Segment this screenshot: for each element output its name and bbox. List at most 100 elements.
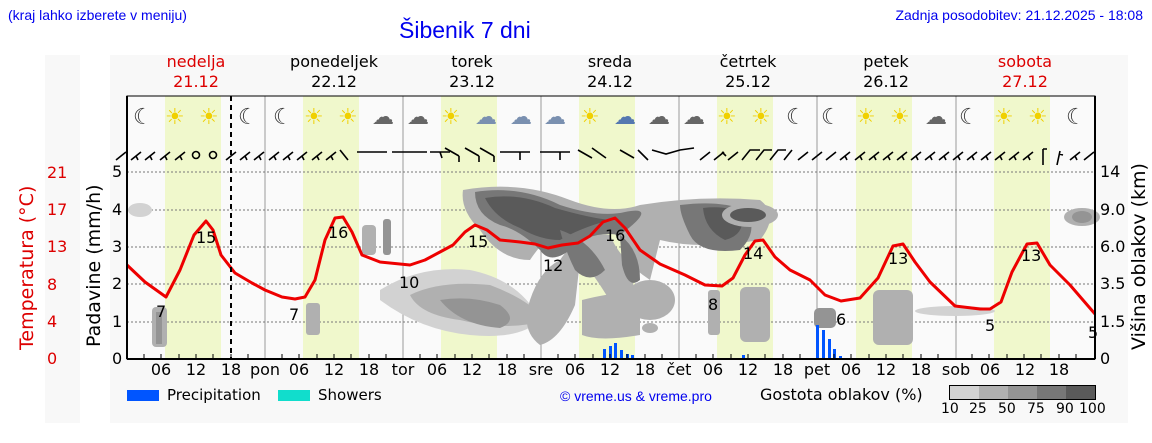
svg-text:5: 5 [985,316,995,335]
location-hint[interactable]: (kraj lahko izberete v meniju) [8,7,187,23]
x-tick: 06 [150,360,172,379]
x-tick: pet [803,360,831,379]
temp-tick: 0 [47,349,58,368]
svg-text:☾: ☾ [238,105,258,130]
svg-text:☾: ☾ [1066,105,1086,130]
day-header: petek 26.12 [863,52,909,91]
cloud-layer [128,186,1100,347]
svg-text:☁: ☁ [475,105,497,130]
svg-text:8: 8 [708,295,718,314]
credit-link[interactable]: © vreme.us & vreme.pro [560,388,712,404]
day-header: ponedeljek 22.12 [290,52,378,91]
svg-text:7: 7 [156,302,166,321]
x-tick: tor [391,360,415,379]
cloud-density-label: Gostota oblakov (%) [760,385,923,404]
temp-axis-panel [45,55,80,423]
svg-text:10: 10 [399,273,419,292]
svg-text:☀: ☀ [890,105,910,130]
x-tick: sre [528,360,554,379]
precipitation-legend-label: Precipitation [167,386,261,404]
svg-text:☀: ☀ [1028,105,1048,130]
x-tick: sob [941,360,971,379]
x-tick: 06 [426,360,448,379]
svg-text:15: 15 [196,228,216,247]
svg-text:☀: ☀ [199,105,219,130]
density-swatch [1037,386,1066,399]
precip-tick: 4 [112,200,123,219]
svg-text:☀: ☀ [856,105,876,130]
svg-text:☾: ☾ [273,105,293,130]
x-tick: 06 [840,360,862,379]
svg-text:5: 5 [1088,323,1098,342]
x-tick: 06 [702,360,724,379]
wind-barbs [115,147,1095,166]
density-tick: 10 [941,401,959,417]
x-tick: 12 [875,360,897,379]
temp-tick: 4 [47,312,58,331]
precipitation-swatch [127,390,159,401]
svg-text:16: 16 [328,223,348,242]
svg-text:15: 15 [468,232,488,251]
density-tick: 100 [1079,401,1106,417]
svg-text:☁: ☁ [510,105,532,130]
day-header: sreda 24.12 [587,52,633,91]
x-tick: 18 [1048,360,1070,379]
svg-text:☀: ☀ [580,105,600,130]
svg-text:☀: ☀ [304,105,324,130]
svg-text:☀: ☀ [751,105,771,130]
x-tick: 12 [323,360,345,379]
svg-text:☁: ☁ [925,105,947,130]
svg-text:☀: ☀ [441,105,461,130]
density-tick: 50 [998,401,1016,417]
x-tick: 06 [564,360,586,379]
temp-tick: 13 [47,237,68,256]
temp-tick: 21 [47,163,68,182]
density-tick: 90 [1056,401,1074,417]
svg-text:6: 6 [836,310,846,329]
precip-axis-label: Padavine (mm/h) [83,184,105,347]
cloud-height-tick: 6.0 [1100,237,1126,256]
precip-tick: 1 [112,312,123,331]
svg-text:☁: ☁ [614,105,636,130]
density-tick: 75 [1027,401,1045,417]
svg-text:☁: ☁ [372,105,394,130]
temp-tick: 17 [47,200,68,219]
x-tick: 18 [910,360,932,379]
svg-text:☀: ☀ [165,105,185,130]
svg-text:☁: ☁ [648,105,670,130]
density-swatch [950,386,979,399]
cloud-height-tick: 14 [1100,162,1121,181]
x-tick: 12 [461,360,483,379]
weather-icon-row: ☾ ☀ ☀ ☾ ☾ ☀ ☀ ☁ ☁ ☀ ☁ ☁ ☁ ☀ ☁ ☁ ☁ ☀ ☀ ☾ … [133,105,1086,130]
svg-text:16: 16 [605,226,625,245]
svg-text:☾: ☾ [959,105,979,130]
cloud-height-tick: 9.0 [1100,200,1126,219]
last-updated: Zadnja posodobitev: 21.12.2025 - 18:08 [895,7,1143,23]
svg-text:13: 13 [1021,246,1041,265]
svg-text:12: 12 [543,256,563,275]
precip-tick: 0 [112,349,123,368]
temp-tick: 8 [47,275,58,294]
precip-tick: 3 [112,237,123,256]
svg-text:☁: ☁ [407,105,429,130]
day-header: torek 23.12 [449,52,495,91]
svg-text:☾: ☾ [786,105,806,130]
day-header: sobota 27.12 [997,52,1053,91]
cloud-density-scale [949,385,1096,400]
showers-swatch [278,390,310,401]
x-tick: 12 [599,360,621,379]
density-tick: 25 [969,401,987,417]
precip-tick: 5 [112,162,123,181]
svg-text:☾: ☾ [821,105,841,130]
x-tick: 06 [288,360,310,379]
svg-text:☀: ☀ [994,105,1014,130]
x-tick: 12 [737,360,759,379]
day-header: nedelja 21.12 [166,52,226,91]
cloud-height-tick: 0 [1100,349,1111,368]
x-tick: 18 [772,360,794,379]
cloud-height-tick: 3.5 [1100,274,1126,293]
precip-tick: 2 [112,274,123,293]
x-tick: 06 [979,360,1001,379]
x-tick: čet [666,360,692,379]
